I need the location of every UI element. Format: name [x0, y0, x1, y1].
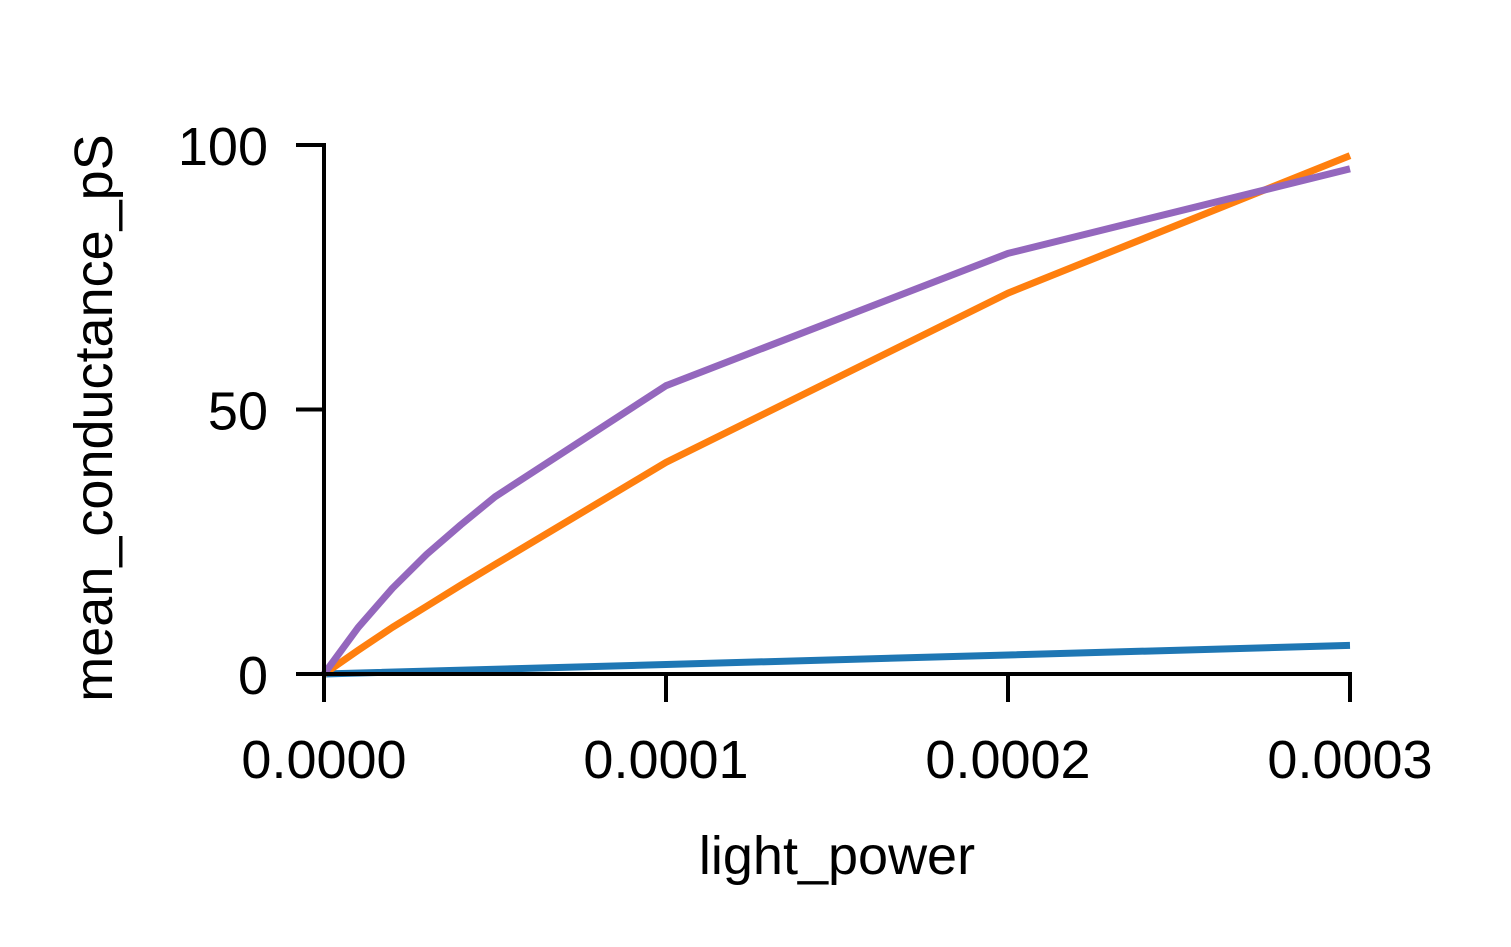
x-axis-title: light_power	[699, 826, 975, 886]
y-axis-title: mean_conductance_pS	[64, 134, 124, 701]
y-tick-label: 100	[178, 117, 268, 177]
x-tick-label: 0.0002	[925, 730, 1090, 790]
series-layer	[321, 152, 1352, 678]
series-line-2	[322, 152, 1352, 677]
x-tick-label: 0.0000	[241, 730, 406, 790]
x-tick-label: 0.0001	[583, 730, 748, 790]
series-line-1	[323, 641, 1351, 678]
x-tick-label: 0.0003	[1267, 730, 1432, 790]
x-ticks: 0.0000 0.0001 0.0002 0.0003	[241, 674, 1433, 790]
y-tick-label: 0	[238, 646, 268, 706]
y-ticks: 0 50 100	[178, 117, 324, 706]
series-line-3	[321, 165, 1351, 677]
y-tick-label: 50	[208, 382, 268, 442]
